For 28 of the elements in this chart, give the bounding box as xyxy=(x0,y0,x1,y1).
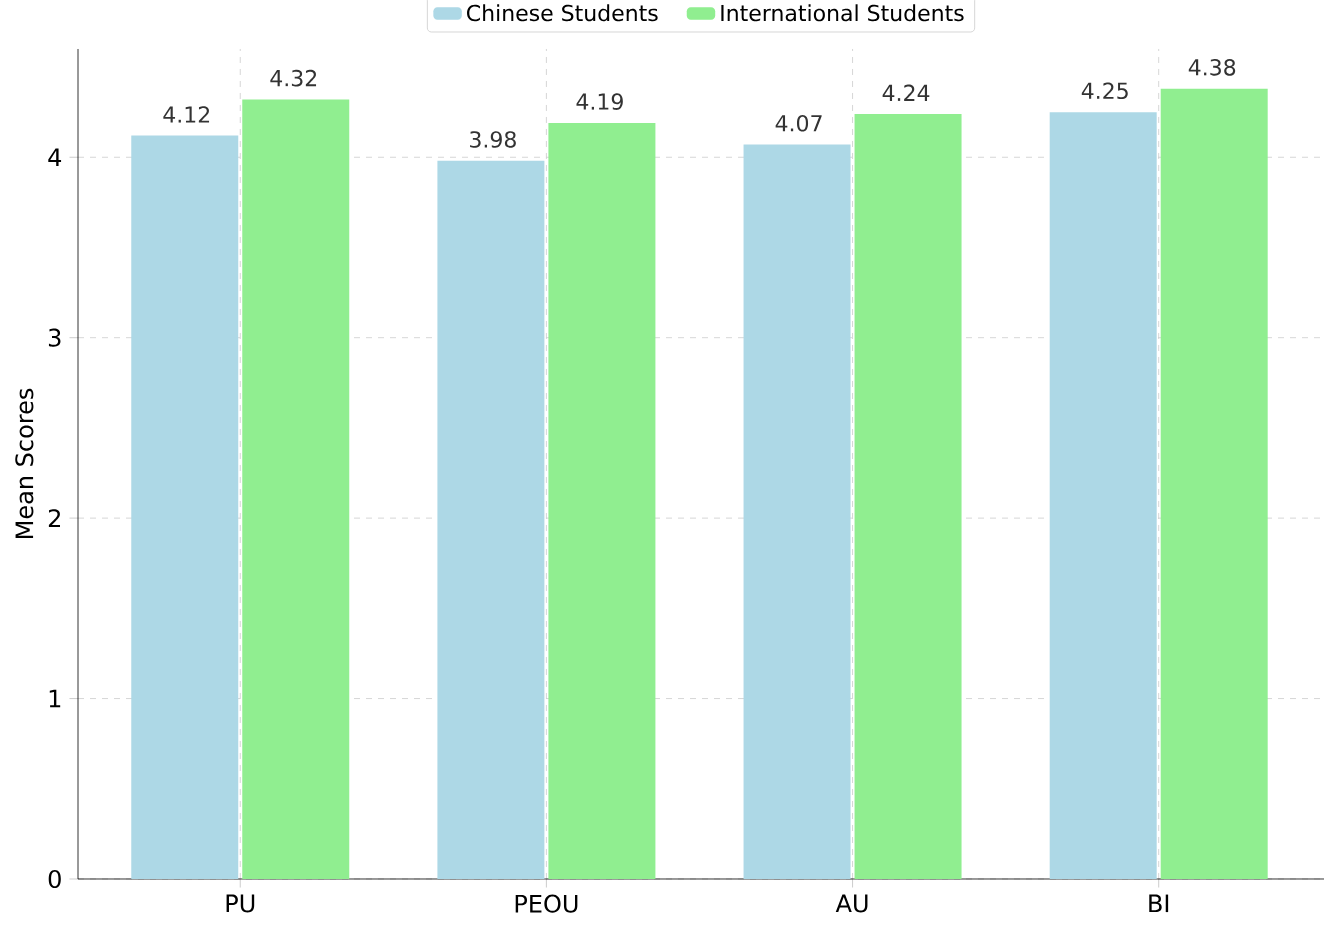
bar xyxy=(743,144,851,879)
bar xyxy=(131,135,239,879)
bar xyxy=(854,113,962,879)
x-tick-label: AU xyxy=(835,894,868,913)
data-label: 4.25 xyxy=(1081,82,1128,100)
y-tick-label: 3 xyxy=(48,328,61,347)
bar xyxy=(548,122,656,879)
data-label: 4.19 xyxy=(576,93,623,110)
legend-label: International Students xyxy=(721,4,964,22)
data-label: 4.07 xyxy=(775,114,822,132)
y-tick-label: 2 xyxy=(48,509,60,528)
data-label: 4.32 xyxy=(270,69,317,87)
y-axis-title: Mean Scores xyxy=(15,388,34,539)
data-label: 4.38 xyxy=(1188,59,1236,76)
y-tick-label: 0 xyxy=(48,869,61,889)
legend-label: Chinese Students xyxy=(467,4,658,22)
x-tick-label: BI xyxy=(1149,894,1169,913)
y-tick-label: 4 xyxy=(48,148,62,166)
bar xyxy=(1049,112,1157,879)
x-tick-label: PEOU xyxy=(515,894,578,913)
y-tick-label: 1 xyxy=(49,689,61,708)
bar xyxy=(1160,88,1268,879)
data-label: 4.24 xyxy=(882,84,930,101)
data-label: 4.12 xyxy=(163,106,210,123)
bar xyxy=(242,99,350,879)
x-tick-label: PU xyxy=(226,894,255,913)
bar xyxy=(437,160,545,879)
data-label: 3.98 xyxy=(470,131,516,148)
